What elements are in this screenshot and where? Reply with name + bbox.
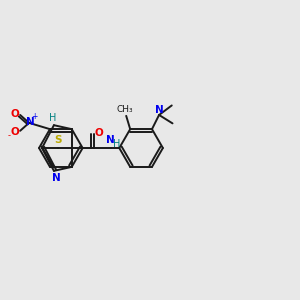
Text: CH₃: CH₃ [117, 105, 134, 114]
Text: O: O [94, 128, 103, 138]
Text: N: N [52, 173, 60, 183]
Text: H: H [112, 139, 120, 149]
Text: +: + [31, 112, 37, 122]
Text: N: N [26, 117, 34, 127]
Text: -: - [8, 131, 11, 140]
Text: N: N [155, 105, 164, 115]
Text: O: O [11, 127, 20, 137]
Text: S: S [54, 135, 62, 145]
Text: H: H [49, 113, 57, 123]
Text: N: N [106, 135, 115, 145]
Text: O: O [11, 109, 20, 119]
